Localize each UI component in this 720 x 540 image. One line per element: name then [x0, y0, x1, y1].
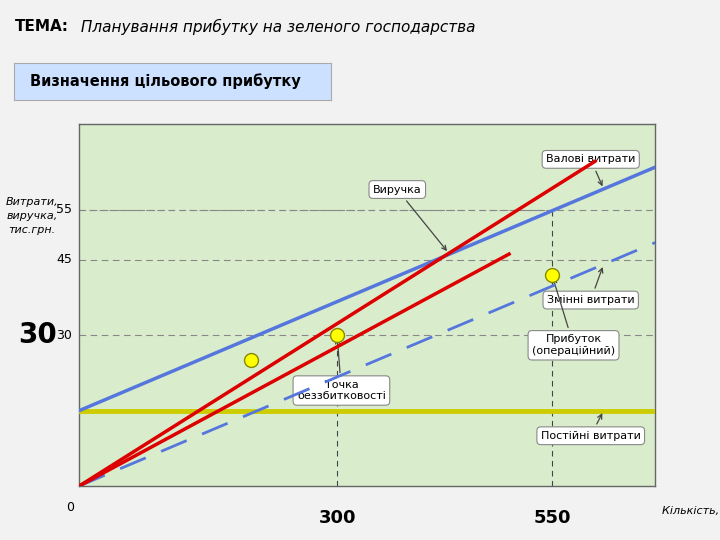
Text: Змінні витрати: Змінні витрати — [547, 268, 634, 305]
Text: Валові витрати: Валові витрати — [546, 154, 636, 185]
Text: 30: 30 — [56, 329, 72, 342]
Text: Планування прибутку на зеленого господарства: Планування прибутку на зеленого господар… — [76, 19, 475, 35]
Text: 0: 0 — [66, 501, 74, 514]
Text: Постійні витрати: Постійні витрати — [541, 414, 641, 441]
Text: 45: 45 — [56, 253, 72, 266]
Text: ТЕМА:: ТЕМА: — [14, 19, 68, 34]
Text: 30: 30 — [19, 321, 58, 349]
Text: Виручка: Виручка — [373, 185, 446, 250]
Text: Визначення цільового прибутку: Визначення цільового прибутку — [30, 73, 301, 90]
Text: Прибуток
(операційний): Прибуток (операційний) — [532, 279, 615, 356]
Text: Кількість, куб.м. (шт): Кількість, куб.м. (шт) — [662, 506, 720, 516]
Text: 300: 300 — [318, 509, 356, 526]
Text: 55: 55 — [56, 203, 72, 216]
Text: Точка
беззбитковості: Точка беззбитковості — [297, 340, 386, 401]
Text: 550: 550 — [534, 509, 571, 526]
Text: Витрати,
виручка,
тис.грн.: Витрати, виручка, тис.грн. — [6, 197, 58, 234]
